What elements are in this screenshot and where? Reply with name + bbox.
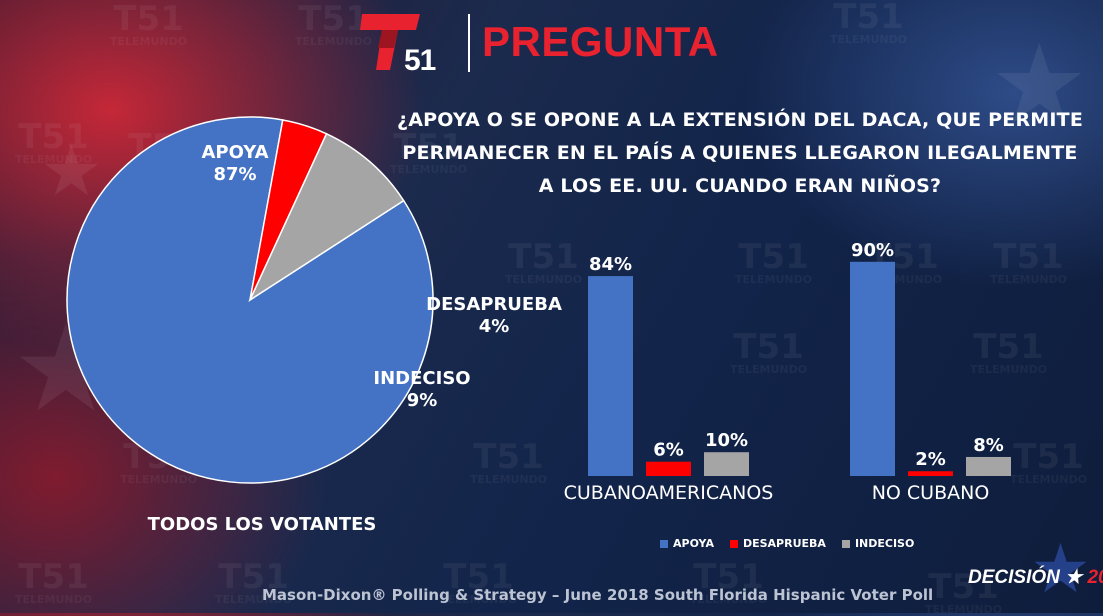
bar-value-label: 2%: [915, 449, 946, 470]
pie-value-label: 9%: [407, 390, 438, 411]
legend-label: DESAPRUEBA: [742, 537, 826, 550]
legend-swatch: [660, 539, 668, 548]
bar-value-label: 6%: [653, 440, 684, 461]
pie-slice-indeciso: [248, 132, 405, 303]
pie-label: DESAPRUEBA: [426, 294, 562, 315]
source-note: Mason-Dixon® Polling & Strategy – June 2…: [262, 586, 934, 604]
legend-swatch: [729, 539, 738, 548]
decision-star: ★: [1065, 567, 1083, 588]
bar-desaprueba: [908, 471, 953, 476]
pie-value-label: 87%: [213, 164, 256, 185]
star-decoration-icon: ★: [40, 130, 103, 212]
star-decoration-icon: ★: [990, 20, 1089, 148]
bar-indeciso: [966, 456, 1011, 476]
bar-desaprueba: [646, 461, 691, 476]
pie-label: INDECISO: [373, 368, 470, 389]
legend-swatch: [841, 539, 850, 548]
category-label: CUBANOAMERICANOS: [564, 482, 774, 504]
decision-2018-logo: DECISIÓN ★ 2018: [968, 566, 1103, 589]
legend-item-apoya: APOYA: [660, 537, 714, 550]
decision-star-icon: ★: [1030, 530, 1091, 609]
station-number: 51: [404, 44, 436, 77]
header-divider: [468, 14, 470, 72]
bar-value-label: 10%: [705, 430, 748, 451]
legend-item-desaprueba: DESAPRUEBA: [729, 537, 826, 550]
bar-value-label: 84%: [589, 254, 632, 275]
bar-legend: APOYA DESAPRUEBA INDECISO: [660, 537, 914, 550]
bar-apoya: [850, 261, 895, 476]
decision-word: DECISIÓN: [968, 567, 1060, 588]
telemundo-logo-icon: [360, 14, 420, 70]
pie-caption: TODOS LOS VOTANTES: [148, 514, 377, 535]
bar-chart: 84% 6% 10% CUBANOAMERICANOS 90% 2% 8% NO CUBANO: [564, 240, 1011, 504]
category-label: NO CUBANO: [872, 482, 990, 504]
pie-label: APOYA: [201, 142, 268, 163]
legend-item-indeciso: INDECISO: [841, 537, 915, 550]
poll-question: ¿APOYA O SE OPONE A LA EXTENSIÓN DEL DAC…: [397, 109, 1083, 197]
bar-indeciso: [704, 452, 749, 476]
bar-value-label: 90%: [851, 240, 894, 261]
pie-value-label: 4%: [479, 316, 510, 337]
legend-label: INDECISO: [854, 537, 915, 550]
page-title: PREGUNTA: [482, 18, 719, 65]
decision-year: 2018: [1087, 567, 1103, 588]
bar-value-label: 8%: [973, 435, 1004, 456]
bar-apoya: [588, 276, 633, 476]
legend-label: APOYA: [673, 537, 714, 550]
